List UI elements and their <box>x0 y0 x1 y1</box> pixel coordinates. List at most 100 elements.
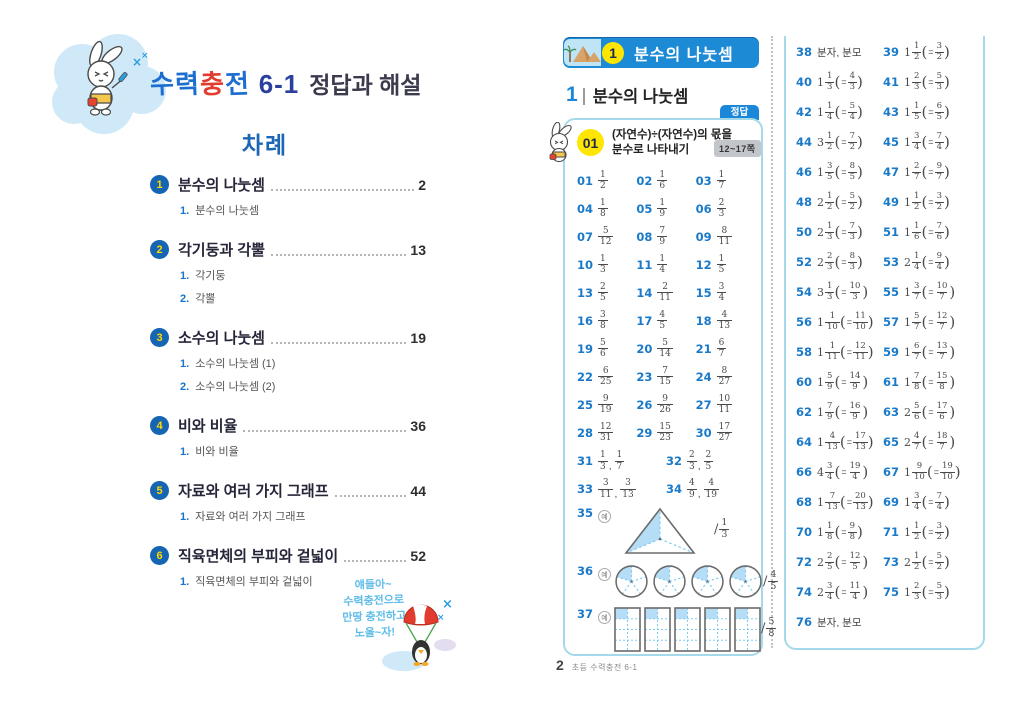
sparkle-icon: ×× <box>437 597 453 623</box>
answer-number: 26 <box>636 397 653 412</box>
penguin-balloon-icon: × × <box>382 590 460 672</box>
answer-item: 69 1 3 4(= 7 4) <box>883 490 950 512</box>
answer-item: 20 5 14 <box>636 338 695 360</box>
topic-number-badge: 01 <box>577 129 604 156</box>
answer-item: 76 분자, 분모 <box>796 615 862 629</box>
answer-item: 42 1 1 4(= 5 4) <box>796 100 863 122</box>
answer-number: 56 <box>796 315 813 329</box>
page-range-badge: 12~17쪽 <box>714 140 761 157</box>
fraction: 6 25 <box>598 365 614 387</box>
answer-item: 71 1 1 2(= 3 2) <box>883 520 950 542</box>
answer-number: 48 <box>796 195 813 209</box>
toc-chapter-number: 2 <box>150 240 169 259</box>
answer-number: 46 <box>796 165 813 179</box>
svg-text:×: × <box>141 51 149 61</box>
fraction: 3 11 <box>598 478 614 500</box>
answer-item: 38 분자, 분모 <box>796 45 862 59</box>
fraction: 10 7 <box>936 280 948 302</box>
answer-item: 41 1 2 3(= 5 3) <box>883 70 950 92</box>
fraction: 17 13 <box>852 430 868 452</box>
answer-item: 29 15 23 <box>636 422 695 444</box>
book-title: 수력충전 6-1 정답과 해설 <box>149 64 422 101</box>
fraction: 11 10 <box>852 310 868 332</box>
fraction: 17 6 <box>936 400 948 422</box>
toc-chapter-title: 각기둥과 각뿔 <box>178 242 265 259</box>
page-footer: 2 초등 수력충전 6-1 <box>556 657 637 673</box>
answer-number: 10 <box>577 257 594 272</box>
answer-item: 05 1 9 <box>636 198 695 220</box>
fraction: 12 31 <box>598 421 614 443</box>
fraction: 14 9 <box>849 370 861 392</box>
answer-item: 13 2 5 <box>577 282 636 304</box>
answer-item: 16 3 8 <box>577 310 636 332</box>
answers-box-continued <box>784 36 985 650</box>
toc-leader-dots <box>334 495 407 497</box>
answer-number: 44 <box>796 135 813 149</box>
answer-item: 59 1 6 7(= 13 7) <box>883 340 956 362</box>
answer-number: 37 <box>577 607 594 621</box>
fraction: 18 7 <box>936 430 948 452</box>
fraction: 12 5 <box>849 550 861 572</box>
fraction: 9 10 <box>912 460 927 482</box>
answer-number: 39 <box>883 45 900 59</box>
fraction: 17 27 <box>716 421 733 443</box>
answer-item: 73 2 1 2(= 5 2) <box>883 550 950 572</box>
toc-chapter-row: 3 소수의 나눗셈 19 <box>150 327 426 348</box>
table-of-contents: 1 분수의 나눗셈 2 1. 분수의 나눗셈 2 각기둥과 각뿔 13 1. 각기둥 2. 각뿔 3 소수… <box>150 174 426 589</box>
topic-title: (자연수)÷(자연수)의 몫을 분수로 나타내기 <box>612 129 733 156</box>
fraction: 3 13 <box>620 478 636 500</box>
subtitle-label: 정답과 해설 <box>309 72 422 98</box>
brand-char: 수 <box>149 68 176 100</box>
answer-item: 62 1 7 9(= 16 9) <box>796 400 869 422</box>
toc-chapter-row: 6 직육면체의 부피와 겉넓이 52 <box>150 545 426 566</box>
answer-number: 47 <box>883 165 900 179</box>
triangle-diagram <box>620 506 700 561</box>
answer-item: 74 2 3 4(= 11 4) <box>796 580 869 602</box>
answer-number: 40 <box>796 75 813 89</box>
fraction: 19 4 <box>849 460 861 482</box>
chapter-number-badge: 1 <box>602 41 624 64</box>
answer-item: 19 5 6 <box>577 338 636 360</box>
diagram-answer-fraction: /5 8 <box>761 616 777 639</box>
answer-number: 05 <box>636 201 653 216</box>
toc-sub-item: 1. 비와 비율 <box>180 446 239 458</box>
svg-text:×: × <box>437 613 445 623</box>
fraction: 16 9 <box>849 400 861 422</box>
answer-number: 49 <box>883 195 900 209</box>
fraction: 4 13 <box>716 309 733 331</box>
toc-chapter-row: 4 비와 비율 36 <box>150 415 426 436</box>
fraction: 5 12 <box>598 225 614 247</box>
answer-item: 21 6 7 <box>696 338 755 360</box>
answers-column-2: 38 분자, 분모 39 1 1 2(= 3 2) 40 1 1 3(= 4 3) 41 1 2 3(= 5 3) 42… <box>796 41 970 642</box>
toc-chapter-number: 3 <box>150 328 169 347</box>
fraction: 19 10 <box>939 460 955 482</box>
answer-number: 71 <box>883 525 900 539</box>
answer-item: 33 3 11, 3 13 <box>577 478 636 500</box>
fraction: 15 23 <box>657 421 673 443</box>
answer-number: 33 <box>577 482 594 496</box>
answer-item: 25 9 19 <box>577 394 636 416</box>
answer-item: 46 1 3 5(= 8 5) <box>796 160 863 182</box>
